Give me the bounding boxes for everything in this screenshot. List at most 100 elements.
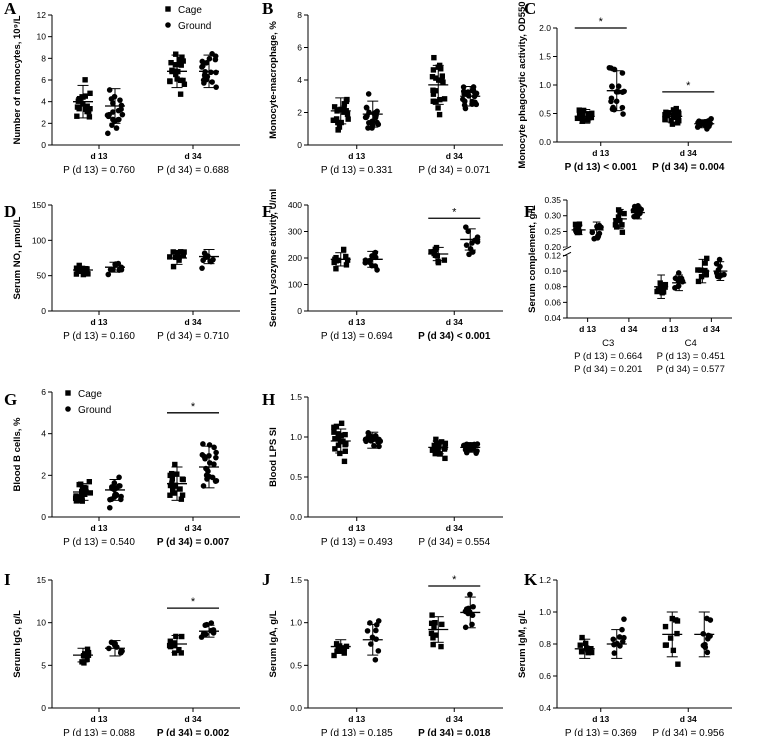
- data-point-ground: [115, 260, 122, 267]
- y-tick-label: 8: [297, 10, 302, 20]
- y-tick-label: 0.10: [544, 266, 561, 276]
- data-point-cage: [173, 71, 179, 78]
- data-point-cage: [576, 221, 583, 227]
- data-point-cage: [341, 101, 348, 107]
- data-point-cage: [613, 218, 619, 224]
- y-tick-label: 6: [297, 43, 302, 53]
- data-point-cage: [579, 118, 586, 124]
- data-point-ground: [372, 434, 379, 440]
- data-point-cage: [344, 96, 350, 103]
- data-point-cage: [79, 494, 85, 500]
- data-point-cage: [436, 111, 443, 118]
- data-point-cage: [335, 127, 341, 133]
- data-point-ground: [702, 644, 709, 651]
- axis-break-gap: [564, 247, 570, 256]
- p-value-label: P (d 13) = 0.369: [565, 728, 637, 736]
- data-point-cage: [335, 442, 342, 448]
- y-tick-label: 1.0: [539, 80, 551, 90]
- data-point-ground: [113, 125, 120, 131]
- data-point-cage: [179, 476, 186, 482]
- data-point-cage: [179, 492, 186, 498]
- data-point-ground: [200, 441, 206, 447]
- legend-marker-cage: [165, 6, 171, 12]
- data-point-ground: [472, 237, 478, 244]
- data-point-ground: [106, 504, 113, 511]
- data-point-cage: [695, 267, 701, 273]
- data-point-ground: [119, 648, 125, 654]
- data-point-cage: [341, 105, 347, 111]
- y-axis-label: Monocyte phagocytic activity, OD550: [517, 1, 528, 168]
- data-point-cage: [588, 114, 595, 121]
- data-point-cage: [169, 483, 176, 489]
- data-point-cage: [180, 58, 186, 64]
- data-point-cage: [429, 447, 436, 453]
- data-point-cage: [79, 498, 85, 504]
- data-point-cage: [340, 246, 347, 253]
- data-point-ground: [367, 620, 373, 626]
- data-point-cage: [588, 649, 595, 656]
- p-value-label: P (d 13) = 0.760: [63, 165, 135, 176]
- data-point-cage: [665, 112, 671, 119]
- data-point-cage: [341, 458, 348, 465]
- data-point-cage: [170, 486, 176, 492]
- y-tick-label: 10: [37, 32, 47, 42]
- p-value-label: P (d 34) < 0.001: [418, 331, 491, 342]
- data-point-cage: [84, 656, 90, 663]
- data-point-ground: [609, 84, 615, 90]
- data-point-cage: [672, 112, 678, 118]
- data-point-ground: [116, 116, 122, 123]
- x-tick-label: d 34: [446, 714, 463, 724]
- data-point-ground: [610, 636, 617, 643]
- data-point-cage: [167, 472, 173, 479]
- data-point-cage: [173, 51, 179, 57]
- p-value-label: P (d 34) = 0.956: [652, 728, 724, 736]
- data-point-cage: [340, 647, 347, 654]
- data-point-cage: [574, 115, 581, 122]
- data-point-cage: [580, 107, 587, 114]
- y-tick-label: 4: [41, 429, 46, 439]
- p-value-label: P (d 13) < 0.001: [565, 162, 638, 173]
- panel-letter: C: [524, 0, 536, 18]
- data-point-cage: [441, 257, 448, 263]
- data-point-ground: [373, 627, 379, 634]
- data-point-cage: [86, 114, 93, 120]
- data-point-cage: [331, 259, 337, 266]
- data-point-cage: [73, 271, 80, 277]
- data-point-cage: [441, 96, 448, 102]
- data-point-cage: [169, 476, 176, 482]
- data-point-cage: [438, 643, 444, 650]
- p-value-label: P (d 34) = 0.071: [418, 165, 490, 176]
- data-point-cage: [87, 106, 93, 112]
- data-point-cage: [87, 90, 93, 97]
- data-point-cage: [612, 222, 619, 228]
- data-point-cage: [172, 62, 179, 68]
- data-point-ground: [209, 51, 215, 57]
- data-point-ground: [467, 591, 473, 598]
- y-tick-label: 100: [288, 280, 302, 290]
- data-point-cage: [433, 632, 439, 638]
- y-tick-label: 1.5: [290, 575, 302, 585]
- panel-letter: F: [524, 202, 534, 221]
- y-tick-label: 0.12: [544, 250, 561, 260]
- x-tick-label: d 13: [592, 714, 609, 724]
- data-point-cage: [674, 618, 681, 624]
- y-axis-label: Blood B cells, %: [12, 417, 23, 491]
- data-point-cage: [579, 110, 585, 117]
- x-tick-label: d 13: [90, 523, 107, 533]
- data-point-ground: [116, 474, 122, 481]
- data-point-cage: [171, 490, 177, 496]
- data-point-ground: [108, 96, 115, 102]
- data-point-ground: [205, 468, 211, 475]
- data-point-cage: [338, 420, 345, 427]
- data-point-ground: [208, 620, 215, 626]
- data-point-ground: [118, 496, 124, 503]
- y-tick-label: 200: [288, 253, 302, 263]
- data-point-cage: [431, 248, 438, 255]
- data-point-ground: [110, 100, 116, 107]
- y-tick-label: 0.0: [290, 703, 302, 713]
- p-value-label: P (d 34) = 0.004: [652, 162, 725, 173]
- y-tick-label: 0.5: [290, 472, 302, 482]
- data-point-cage: [667, 635, 674, 641]
- data-point-cage: [177, 61, 184, 68]
